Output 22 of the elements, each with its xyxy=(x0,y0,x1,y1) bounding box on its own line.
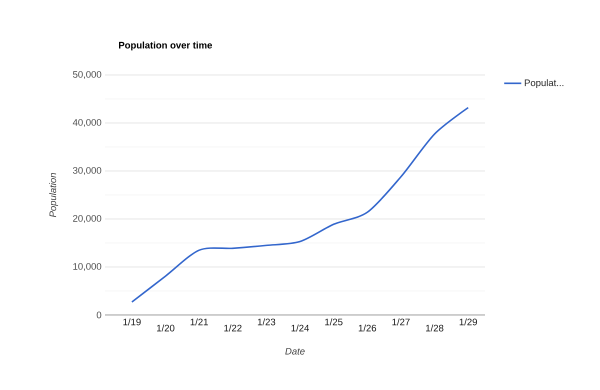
x-tick-label: 1/26 xyxy=(358,324,376,332)
y-tick-label: 20,000 xyxy=(73,215,102,223)
y-tick-label: 0 xyxy=(96,312,102,318)
x-tick-label: 1/29 xyxy=(460,318,477,326)
x-tick-label: 1/23 xyxy=(258,318,276,326)
line-series xyxy=(131,106,469,303)
y-axis-title: Population xyxy=(49,172,58,218)
x-tick-label: 1/19 xyxy=(123,318,141,326)
x-axis-title: Date xyxy=(285,348,305,355)
x-tick-label: 1/24 xyxy=(292,324,310,332)
y-tick-label: 50,000 xyxy=(72,71,102,79)
x-tick-label: 1/28 xyxy=(426,324,444,332)
legend-label: Populat... xyxy=(524,79,564,88)
x-tick-label: 1/22 xyxy=(224,324,242,332)
x-tick-label: 1/25 xyxy=(325,318,343,326)
x-tick-label: 1/21 xyxy=(190,318,208,326)
y-tick-label: 30,000 xyxy=(72,167,102,175)
x-tick-label: 1/20 xyxy=(157,324,174,332)
x-tick-label: 1/27 xyxy=(392,318,410,326)
y-tick-label: 10,000 xyxy=(73,263,102,271)
y-tick-label: 40,000 xyxy=(72,119,102,127)
chart-title: Population over time xyxy=(119,42,212,50)
